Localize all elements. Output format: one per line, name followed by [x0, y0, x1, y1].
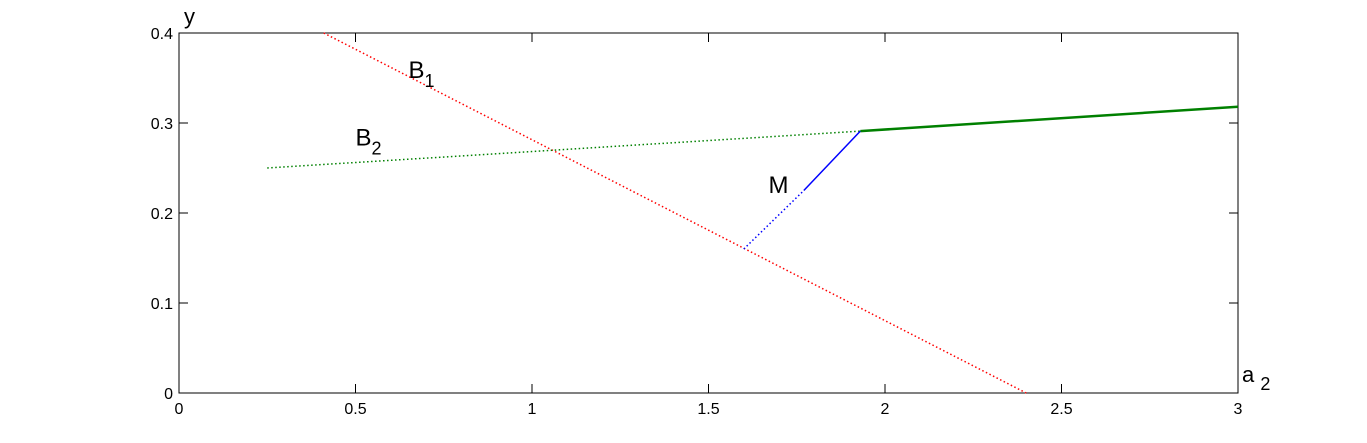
curve-label-main: B	[408, 57, 424, 84]
x-tick-label: 1	[528, 401, 537, 418]
x-tick-label: 1.5	[697, 401, 719, 418]
y-tick-label: 0.2	[151, 206, 173, 223]
curve-label-b1: B1	[408, 57, 434, 91]
curve-label-main: M	[769, 172, 789, 199]
axis-ticks	[178, 32, 1239, 394]
plot-area	[178, 32, 1239, 394]
x-axis-title: a 2	[1242, 362, 1270, 394]
x-axis-title-main: a	[1242, 362, 1255, 387]
x-tick-label: 2.5	[1050, 401, 1072, 418]
curve-label-sub: 1	[424, 71, 434, 91]
curve-label-b2: B2	[356, 125, 382, 159]
x-tick-label: 3	[1234, 401, 1243, 418]
y-tick-label: 0	[164, 386, 173, 403]
curve-label-main: B	[356, 125, 372, 152]
y-axis-title: y	[184, 4, 195, 29]
curve-label-m: M	[769, 172, 789, 199]
curve-label-sub: 2	[372, 139, 382, 159]
series-lines	[267, 32, 1239, 394]
y-tick-label: 0.4	[151, 26, 173, 43]
series-m-solid-line	[803, 130, 861, 192]
series-b2-solid-line	[860, 105, 1239, 133]
series-b2-line	[267, 130, 861, 169]
axis-tick-labels: 0 0.5 1 1.5 2 2.5 3 0 0.1 0.2 0.3 0.4	[151, 26, 1243, 418]
x-tick-label: 2	[881, 401, 890, 418]
x-tick-label: 0	[175, 401, 184, 418]
y-tick-label: 0.3	[151, 116, 173, 133]
x-tick-label: 0.5	[344, 401, 366, 418]
y-tick-label: 0.1	[151, 296, 173, 313]
x-axis-title-sub: 2	[1260, 374, 1270, 394]
